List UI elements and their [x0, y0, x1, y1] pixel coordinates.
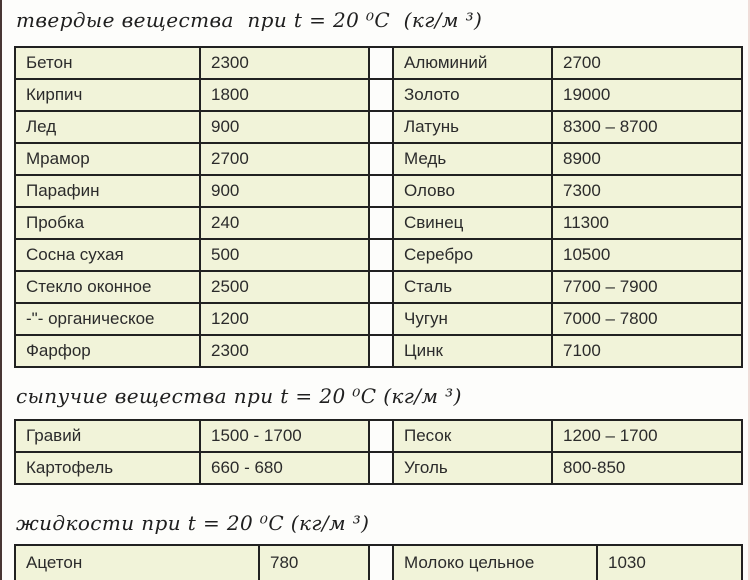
granular-density-table: Гравий 1500 - 1700 Песок 1200 – 1700 Картофе…	[14, 419, 743, 485]
substance-name-cell: Гравий	[14, 419, 201, 453]
density-value-cell: 7300	[551, 174, 743, 208]
table-row: Кирпич 1800 Золото 19000	[14, 78, 743, 112]
density-value-cell: 780	[258, 544, 370, 580]
density-value-cell: 8300 – 8700	[551, 110, 743, 144]
right-edge-line	[748, 0, 750, 580]
density-value-cell: 1800	[199, 78, 370, 112]
table-row: Парафин 900 Олово 7300	[14, 174, 743, 208]
liquids-density-table: Ацетон 780 Молоко цельное 1030	[14, 544, 743, 580]
substance-name-cell: Картофель	[14, 451, 201, 485]
density-value-cell: 2500	[199, 270, 370, 304]
substance-name-cell: Золото	[392, 78, 553, 112]
substance-name-cell: -"- органическое	[14, 302, 201, 336]
substance-name-cell: Чугун	[392, 302, 553, 336]
table-row: Гравий 1500 - 1700 Песок 1200 – 1700	[14, 419, 743, 453]
density-value-cell: 1200 – 1700	[551, 419, 743, 453]
substance-name-cell: Кирпич	[14, 78, 201, 112]
table-row: Фарфор 2300 Цинк 7100	[14, 334, 743, 368]
table-row: Ацетон 780 Молоко цельное 1030	[14, 544, 743, 580]
density-value-cell: 8900	[551, 142, 743, 176]
substance-name-cell: Парафин	[14, 174, 201, 208]
spacer-cell	[368, 270, 394, 304]
spacer-cell	[368, 142, 394, 176]
density-value-cell: 900	[199, 174, 370, 208]
substance-name-cell: Ацетон	[14, 544, 260, 580]
substance-name-cell: Бетон	[14, 46, 201, 80]
substance-name-cell: Сталь	[392, 270, 553, 304]
substance-name-cell: Медь	[392, 142, 553, 176]
substance-name-cell: Олово	[392, 174, 553, 208]
section-title-solids: твердые вещества при t = 20 ⁰С (кг/м ³)	[16, 8, 483, 32]
density-value-cell: 900	[199, 110, 370, 144]
density-value-cell: 7700 – 7900	[551, 270, 743, 304]
density-value-cell: 2700	[551, 46, 743, 80]
substance-name-cell: Молоко цельное	[392, 544, 598, 580]
density-value-cell: 19000	[551, 78, 743, 112]
density-value-cell: 11300	[551, 206, 743, 240]
substance-name-cell: Уголь	[392, 451, 553, 485]
table-row: Картофель 660 - 680 Уголь 800-850	[14, 451, 743, 485]
density-value-cell: 1030	[596, 544, 743, 580]
substance-name-cell: Свинец	[392, 206, 553, 240]
density-value-cell: 10500	[551, 238, 743, 272]
density-value-cell: 1200	[199, 302, 370, 336]
spacer-cell	[368, 334, 394, 368]
table-row: Бетон 2300 Алюминий 2700	[14, 46, 743, 80]
spacer-cell	[368, 451, 394, 485]
liquids-table-body: Ацетон 780 Молоко цельное 1030	[14, 544, 743, 580]
density-value-cell: 240	[199, 206, 370, 240]
substance-name-cell: Сосна сухая	[14, 238, 201, 272]
spacer-cell	[368, 110, 394, 144]
density-value-cell: 2300	[199, 334, 370, 368]
spacer-cell	[368, 419, 394, 453]
solids-density-table: Бетон 2300 Алюминий 2700 Кирпич 1800 Золото 190…	[14, 46, 743, 368]
substance-name-cell: Цинк	[392, 334, 553, 368]
substance-name-cell: Фарфор	[14, 334, 201, 368]
substance-name-cell: Алюминий	[392, 46, 553, 80]
substance-name-cell: Мрамор	[14, 142, 201, 176]
solids-table-body: Бетон 2300 Алюминий 2700 Кирпич 1800 Золото 190…	[14, 46, 743, 368]
density-value-cell: 800-850	[551, 451, 743, 485]
table-row: Стекло оконное 2500 Сталь 7700 – 7900	[14, 270, 743, 304]
spacer-cell	[368, 174, 394, 208]
substance-name-cell: Лед	[14, 110, 201, 144]
substance-name-cell: Пробка	[14, 206, 201, 240]
density-value-cell: 1500 - 1700	[199, 419, 370, 453]
spacer-cell	[368, 544, 394, 580]
table-row: -"- органическое 1200 Чугун 7000 – 7800	[14, 302, 743, 336]
spacer-cell	[368, 238, 394, 272]
density-value-cell: 7100	[551, 334, 743, 368]
substance-name-cell: Песок	[392, 419, 553, 453]
spacer-cell	[368, 302, 394, 336]
substance-name-cell: Латунь	[392, 110, 553, 144]
density-value-cell: 2300	[199, 46, 370, 80]
substance-name-cell: Стекло оконное	[14, 270, 201, 304]
spacer-cell	[368, 206, 394, 240]
section-title-liquids: жидкости при t = 20 ⁰С (кг/м ³)	[16, 511, 370, 535]
left-edge-line	[0, 0, 2, 580]
density-value-cell: 500	[199, 238, 370, 272]
density-value-cell: 660 - 680	[199, 451, 370, 485]
spacer-cell	[368, 46, 394, 80]
table-row: Пробка 240 Свинец 11300	[14, 206, 743, 240]
table-row: Мрамор 2700 Медь 8900	[14, 142, 743, 176]
table-row: Лед 900 Латунь 8300 – 8700	[14, 110, 743, 144]
density-value-cell: 2700	[199, 142, 370, 176]
spacer-cell	[368, 78, 394, 112]
table-row: Сосна сухая 500 Серебро 10500	[14, 238, 743, 272]
density-value-cell: 7000 – 7800	[551, 302, 743, 336]
granular-table-body: Гравий 1500 - 1700 Песок 1200 – 1700 Картофе…	[14, 419, 743, 485]
section-title-granular: сыпучие вещества при t = 20 ⁰С (кг/м ³)	[16, 384, 462, 408]
substance-name-cell: Серебро	[392, 238, 553, 272]
